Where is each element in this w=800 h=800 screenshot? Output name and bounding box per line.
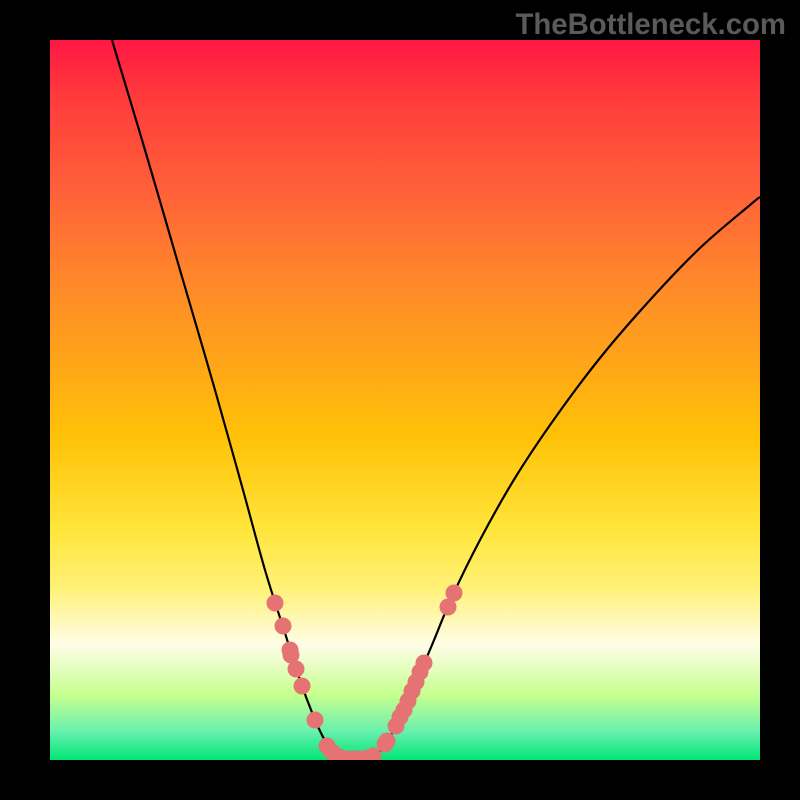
data-marker: [446, 585, 463, 602]
data-marker: [275, 618, 292, 635]
bottleneck-curve: [112, 40, 760, 759]
data-marker: [416, 655, 433, 672]
data-marker: [267, 595, 284, 612]
data-marker: [294, 678, 311, 695]
data-marker: [379, 733, 396, 750]
watermark-text: TheBottleneck.com: [515, 8, 786, 42]
data-marker: [307, 712, 324, 729]
chart-plot-area: [50, 40, 760, 760]
data-marker: [288, 661, 305, 678]
bottleneck-curve-chart: [50, 40, 760, 760]
